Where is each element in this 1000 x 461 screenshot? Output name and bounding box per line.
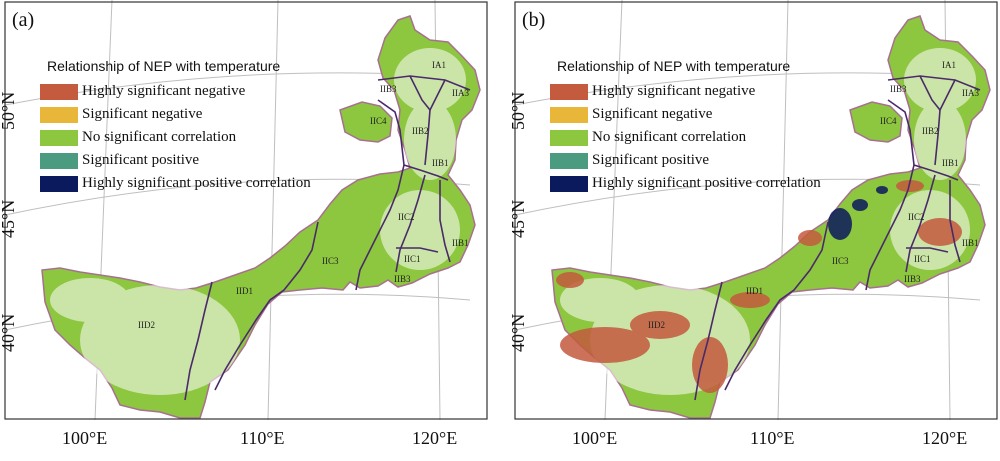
legend-swatch (40, 129, 78, 146)
zone-label: IA1 (942, 60, 956, 70)
zone-label: IIB1 (942, 158, 959, 168)
zone-label: IIA3 (962, 88, 979, 98)
lon-tick: 110°E (750, 428, 795, 448)
zone-label: IA1 (432, 60, 446, 70)
legend-swatch (40, 83, 78, 100)
legend-swatch (550, 152, 588, 169)
zone-label: IID1 (746, 286, 763, 296)
legend-label: No significant correlation (592, 129, 747, 145)
zone-label: IIB3 (394, 274, 411, 284)
panel-label: (b) (522, 9, 546, 31)
legend-label: Highly significant negative (592, 83, 756, 99)
legend-item: Significant negative (550, 103, 821, 126)
zone-label: IIC2 (398, 212, 415, 222)
legend-swatch (550, 83, 588, 100)
legend-swatch (550, 175, 588, 192)
legend-item: Highly significant negative (40, 80, 311, 103)
legend-label: Significant positive (82, 152, 200, 168)
lon-tick: 100°E (572, 428, 618, 448)
legend-swatch (550, 129, 588, 146)
legend-label: Highly significant positive correlation (592, 175, 821, 191)
legend-item: Highly significant positive correlation (40, 172, 311, 195)
map-frame (514, 1, 998, 420)
lat-tick: 40°N (508, 313, 528, 352)
panel-label: (a) (12, 9, 35, 31)
legend-item: Significant positive (550, 149, 821, 172)
legend-swatch (40, 152, 78, 169)
map-frame (4, 1, 488, 420)
legend-label: Highly significant negative (82, 83, 246, 99)
zone-label: IIA3 (452, 88, 469, 98)
legend: Relationship of NEP with temperature Hig… (550, 58, 821, 195)
legend: Relationship of NEP with temperature Hig… (40, 58, 311, 195)
map-panel-a: IA1 IIA3 IIB3 IIC4 IIB2 IIB1 IIC2 IIB1 I… (0, 0, 490, 461)
map-b-svg: IA1 IIA3 IIB3 IIC4 IIB2 IIB1 IIC2 IIB1 I… (514, 0, 998, 421)
legend-item: Highly significant positive correlation (550, 172, 821, 195)
legend-swatch (40, 106, 78, 123)
texture (50, 48, 466, 395)
zone-label: IIC4 (370, 116, 387, 126)
legend-swatch (550, 106, 588, 123)
legend-label: Significant negative (82, 106, 203, 122)
legend-title: Relationship of NEP with temperature (47, 58, 281, 74)
legend-label: Significant negative (592, 106, 713, 122)
zone-label: IIB1 (452, 238, 469, 248)
positive-patches (828, 186, 888, 240)
legend-swatch (40, 175, 78, 192)
zone-label: IID1 (236, 286, 253, 296)
zone-label: IIB3 (380, 84, 397, 94)
lon-tick: 110°E (240, 428, 285, 448)
zone-lines (694, 75, 981, 401)
legend-title: Relationship of NEP with temperature (557, 58, 791, 74)
zone-label: IIB1 (962, 238, 979, 248)
lat-tick: 45°N (508, 199, 528, 238)
lon-tick: 120°E (922, 428, 968, 448)
region-shape-ii (339, 101, 393, 143)
zone-label: IIC1 (404, 254, 421, 264)
legend-label: Significant positive (592, 152, 710, 168)
map-panel-b: IA1 IIA3 IIB3 IIC4 IIB2 IIB1 IIC2 IIB1 I… (508, 0, 1000, 461)
legend-item: Significant positive (40, 149, 311, 172)
lat-tick: 40°N (0, 313, 18, 352)
zone-label: IIB3 (904, 274, 921, 284)
region-shape-ii (849, 101, 903, 143)
zone-label: IIC4 (880, 116, 897, 126)
zone-label: IIB1 (432, 158, 449, 168)
lon-tick: 120°E (412, 428, 458, 448)
lat-tick: 45°N (0, 199, 18, 238)
lat-tick: 50°N (0, 91, 18, 130)
lon-tick: 100°E (62, 428, 108, 448)
legend-item: Significant negative (40, 103, 311, 126)
legend-label: No significant correlation (82, 129, 237, 145)
legend-item: No significant correlation (40, 126, 311, 149)
zone-lines (184, 75, 471, 401)
zone-label: IIC3 (832, 256, 849, 266)
legend-item: Highly significant negative (550, 80, 821, 103)
zone-label: IIC1 (914, 254, 931, 264)
zone-label: IID2 (648, 320, 665, 330)
lat-tick: 50°N (508, 91, 528, 130)
negative-patches (556, 180, 962, 393)
zone-label: IIB2 (412, 126, 429, 136)
zone-label: IIB3 (890, 84, 907, 94)
zone-label: IIC3 (322, 256, 339, 266)
map-a-svg: IA1 IIA3 IIB3 IIC4 IIB2 IIB1 IIC2 IIB1 I… (4, 0, 488, 421)
zone-label: IID2 (138, 320, 155, 330)
legend-item: No significant correlation (550, 126, 821, 149)
zone-label: IIB2 (922, 126, 939, 136)
zone-label: IIC2 (908, 212, 925, 222)
legend-label: Highly significant positive correlation (82, 175, 311, 191)
